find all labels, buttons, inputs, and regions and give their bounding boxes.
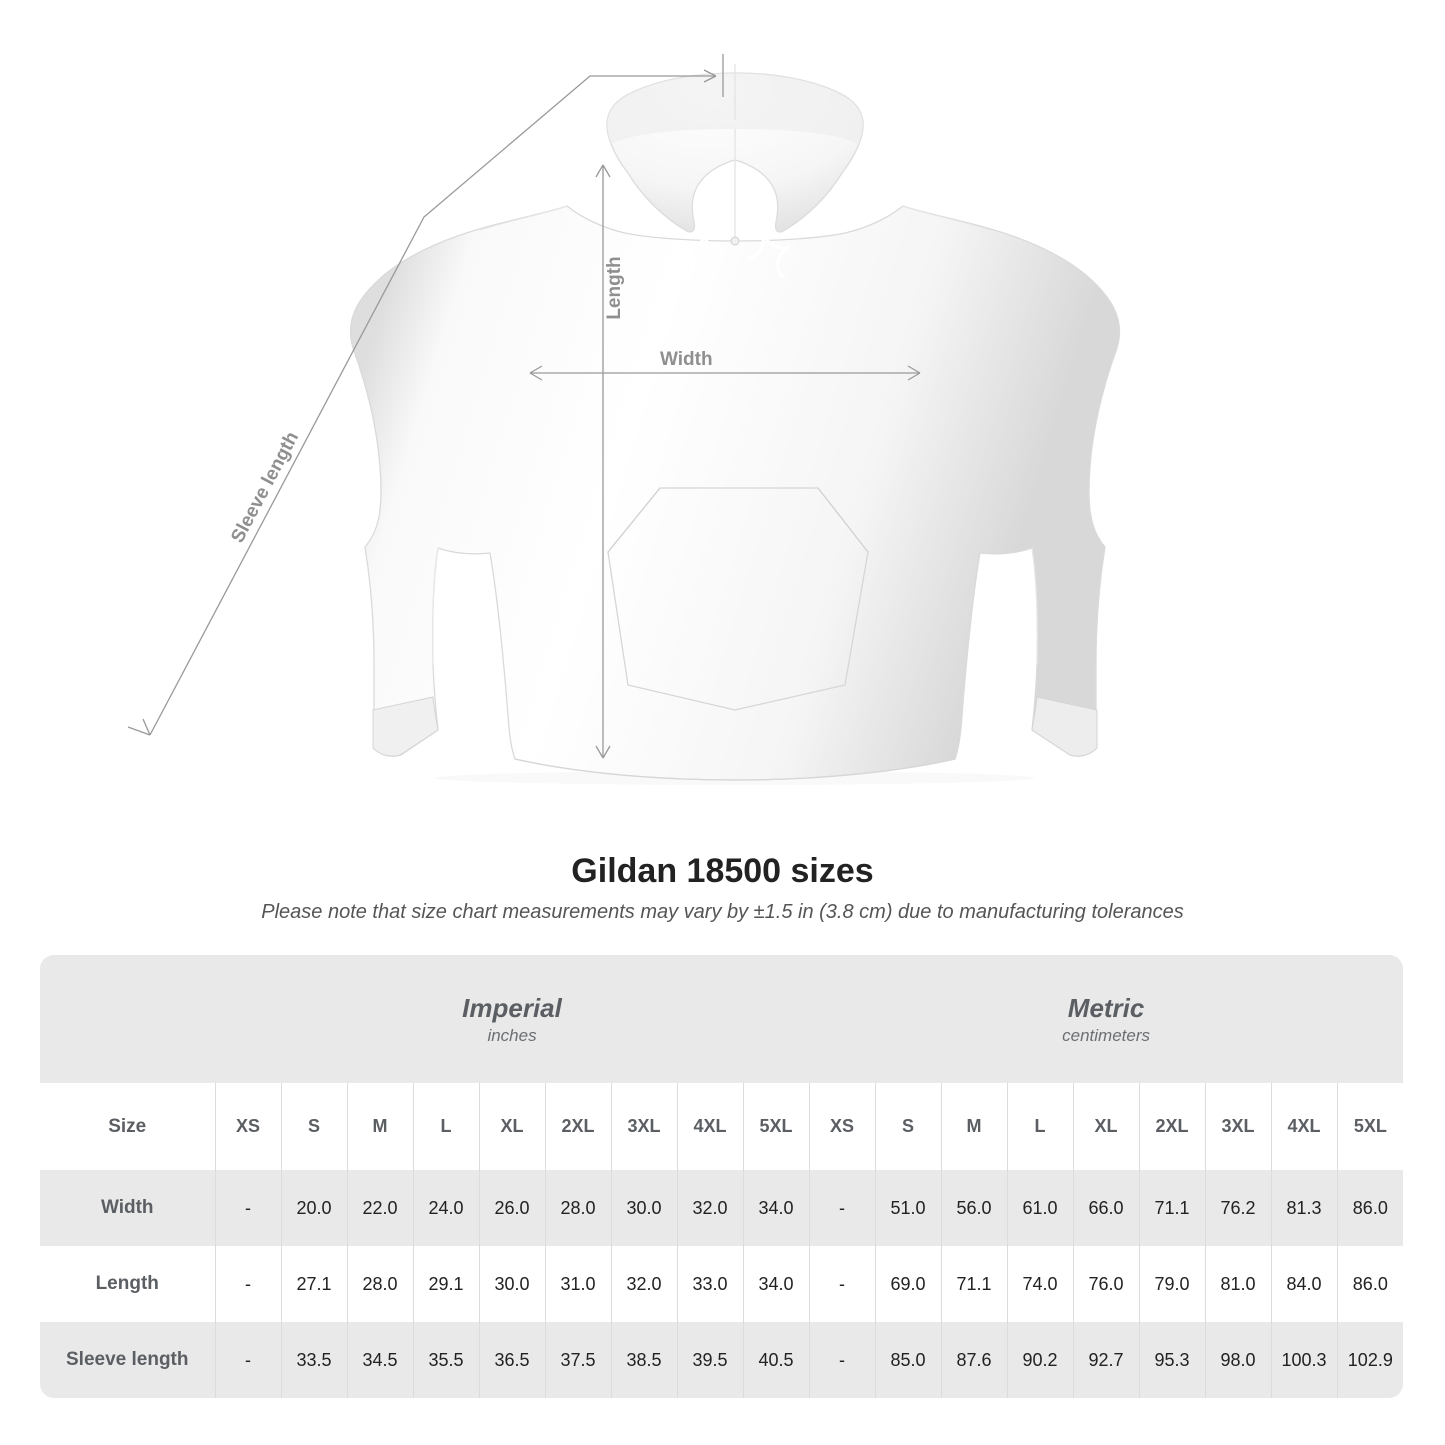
svg-text:Sleeve length: Sleeve length [227,428,303,546]
svg-text:Width: Width [660,349,713,370]
svg-text:Length: Length [604,256,625,319]
